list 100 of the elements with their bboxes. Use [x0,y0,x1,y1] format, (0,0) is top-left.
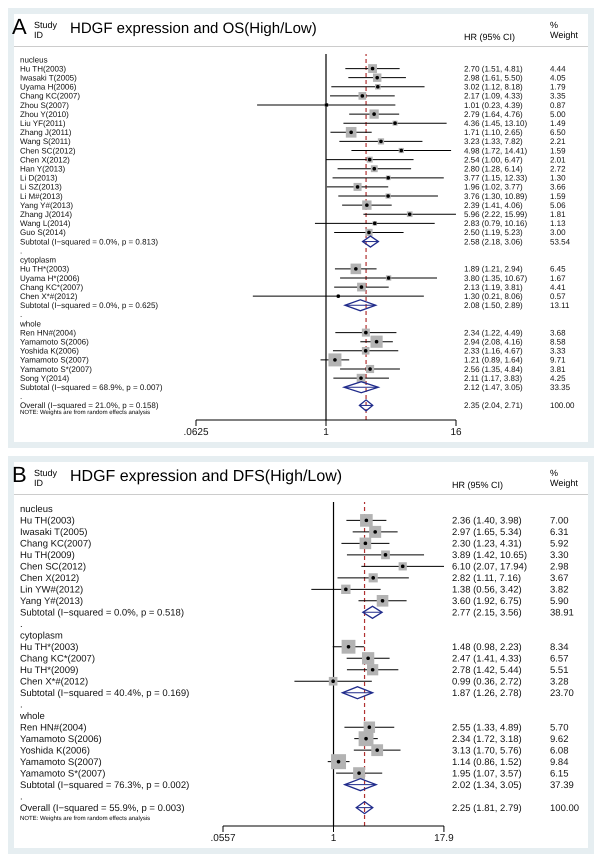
text: 2.72 [550,164,566,174]
text: 6.50 [550,128,566,138]
y-tick-label: Hu TH(2003) [20,516,75,527]
y-tick-label: Hu TH(2009) [20,550,75,562]
text: 2.83 (0.79, 10.16) [464,219,528,228]
text: 1.14 (0.86, 1.52) [452,756,522,768]
text: 5.00 [550,110,566,119]
text: 4.36 (1.45, 13.10) [464,118,528,128]
y-tick-label: Yamamoto S(2007) [20,356,90,365]
text: 9.71 [550,356,566,365]
text: 5.70 [550,722,568,734]
text: 5.90 [550,596,568,608]
text: 2.02 (1.34, 3.05) [452,780,522,791]
text: 5.06 [550,200,566,210]
text: 3.30 [550,550,568,562]
y-tick-label: Zhou S(2007) [20,100,70,110]
text: 4.05 [550,73,566,82]
y-tick-label: whole [19,711,45,722]
y-tick-label: Chen X*#(2012) [20,676,88,688]
y-tick-label: Wang L(2014) [20,219,71,228]
text: 6.10 (2.07, 17.94) [452,562,527,573]
text: 2.98 (1.61, 5.50) [464,73,524,82]
text: 33.35 [550,383,571,392]
text: 2.33 (1.16, 4.67) [464,346,524,356]
x-tick-label: 16 [450,427,462,438]
y-tick-label: Chang KC*(2007) [20,282,84,292]
text: 3.13 (1.70, 5.76) [452,745,522,756]
text: 100.00 [550,401,576,410]
text: 2.98 [550,562,568,573]
text: 2.12 (1.47, 3.05) [464,383,524,392]
y-tick-label: . [20,310,22,320]
text: 1.79 [550,82,566,92]
text: 2.34 (1.22, 4.49) [464,328,524,338]
text: 9.84 [550,756,568,768]
y-tick-label: Yamamoto S(2007) [20,756,102,768]
y-tick-label: Lin YW#(2012) [20,584,84,596]
text: 2.58 (2.18, 3.06) [464,237,524,246]
text: 2.25 (1.81, 2.79) [452,802,522,814]
y-tick-label: Chen SC(2012) [20,146,76,156]
text: 6.31 [550,527,568,538]
y-tick-label: Subtotal (I−squared = 0.0%, p = 0.813) [20,237,158,246]
y-tick-label: Yoshida K(2006) [20,745,90,756]
text: 3.67 [550,573,568,584]
y-tick-label: Han Y(2013) [20,164,66,174]
text: 7.00 [550,516,568,527]
y-tick-label: . [20,619,23,630]
y-tick-label: Subtotal (I−squared = 0.0%, p = 0.625) [20,301,158,310]
y-tick-label: Hu TH(2003) [20,64,66,74]
y-tick-label: Hu TH*(2003) [20,642,78,654]
y-tick-label: Hu TH*(2003) [20,264,70,274]
text: 4.41 [550,282,566,292]
text: 2.78 (1.42, 5.44) [452,665,522,676]
text: 2.50 (1.19, 5.23) [464,228,524,238]
text: 3.82 [550,584,568,596]
y-tick-label: Chen X(2012) [20,573,80,584]
y-tick-label: . [20,246,22,256]
text: 2.70 (1.51, 4.81) [464,64,524,74]
text: 1.95 (1.07, 3.57) [452,768,522,780]
text: Study ID [34,468,58,488]
y-tick-label: Yoshida K(2006) [20,346,80,356]
y-tick-label: nucleus [20,55,48,64]
text: 1.89 (1.21, 2.94) [464,264,524,274]
chart-title: HDGF expression and OS(High/Low) [70,20,317,37]
text: Study ID [34,20,58,40]
text: 3.81 [550,364,566,374]
text: 2.79 (1.64, 4.76) [464,110,524,119]
y-tick-label: Ren HN#(2004) [20,722,87,734]
y-tick-label: Yang Y#(2013) [20,596,84,608]
text: 5.51 [550,665,568,676]
y-tick-label: Overall (I−squared = 55.9%, p = 0.003) [20,802,185,814]
text: 6.57 [550,654,568,665]
y-tick-label: cytoplasm [20,256,56,265]
text: 1.71 (1.10, 2.65) [464,128,524,138]
text: 3.76 (1.30, 10.89) [464,192,528,201]
text: 2.17 (1.09, 4.33) [464,92,524,101]
text: 1.59 [550,192,566,201]
y-tick-label: Li SZ(2013) [20,182,62,192]
text: 3.35 [550,92,566,101]
y-tick-label: Zhang J(2014) [20,210,72,220]
text: 1.87 (1.26, 2.78) [452,688,522,700]
text: 1.13 [550,219,566,228]
y-tick-label: Chang KC(2007) [20,92,80,101]
y-tick-label: Li M#(2013) [20,192,64,201]
text: 9.62 [550,734,568,746]
y-tick-label: Subtotal (I−squared = 68.9%, p = 0.007) [20,383,163,392]
x-tick-label: .0625 [183,427,209,438]
text: 1.30 [550,174,566,183]
text: 2.08 (1.50, 2.89) [464,301,524,310]
text: 3.23 (1.33, 7.82) [464,137,524,146]
y-tick-label: Uyama H*(2006) [20,274,80,283]
text: 4.98 (1.72, 14.41) [464,146,528,156]
y-tick-label: whole [19,319,42,328]
text: 13.11 [550,301,570,310]
text: 3.80 (1.35, 10.67) [464,274,528,283]
y-tick-label: Yamamoto S*(2007) [20,768,106,780]
text: 3.33 [550,346,566,356]
text: 3.89 (1.42, 10.65) [452,550,527,562]
text: 8.34 [550,642,568,654]
text: 0.99 (0.36, 2.72) [452,676,522,688]
text: 1.67 [550,274,566,283]
